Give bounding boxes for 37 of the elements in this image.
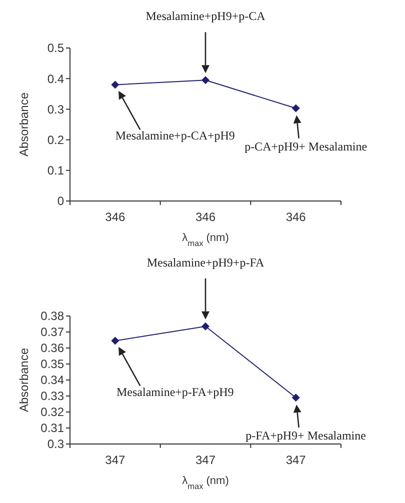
text: Mesalamine+pH9+p-CA [146,9,266,24]
point [111,80,120,89]
y-tick-label: 0.34 [40,373,64,388]
y-tick-label: 0.32 [40,405,64,420]
y-tick-label: 0.31 [40,421,64,436]
y-axis-title: Absorbance [17,348,31,412]
y-tick-label: 0 [57,194,64,208]
y-tick-label: 0.36 [40,341,64,356]
y-tick-label: 0.3 [47,437,64,452]
y-tick-label: 0.2 [47,133,64,147]
y-tick-label: 0.33 [40,389,64,404]
point [292,104,300,112]
y-tick-label: 0.4 [47,72,64,86]
x-axis-title: λ$_{max}$ (nm) [182,475,229,490]
y-tick-label: 0.38 [40,309,64,324]
x-tick-label: 347 [195,453,216,467]
point [202,322,210,330]
point [292,394,300,402]
point [202,76,210,84]
x-tick-label: 347 [286,453,306,467]
annotation: Mesalamine+p-CA+pH9 [115,128,235,143]
y-tick-label: 0.35 [40,357,64,372]
y-tick-label: 0.3 [47,102,64,116]
x-tick-label: 346 [195,210,216,224]
y-tick-label: 0.1 [47,164,64,178]
annotation: p-CA+pH9+ Mesalamine [244,139,368,154]
text: Mesalamine+pH9+p-FA [146,255,264,270]
x-tick-label: 346 [105,210,126,224]
y-tick-label: 0.37 [40,325,64,340]
point [111,336,120,345]
x-tick-label: 346 [286,210,306,224]
y-tick-label: 0.5 [47,41,64,56]
y-axis-title: Absorbance [17,92,31,157]
x-tick-label: 347 [105,453,126,467]
x-axis-title: λ$_{max}$ (nm) [182,232,229,248]
annotation: p-FA+pH9+ Mesalamine [246,428,366,443]
annotation: Mesalamine+p-FA+pH9 [116,384,234,399]
